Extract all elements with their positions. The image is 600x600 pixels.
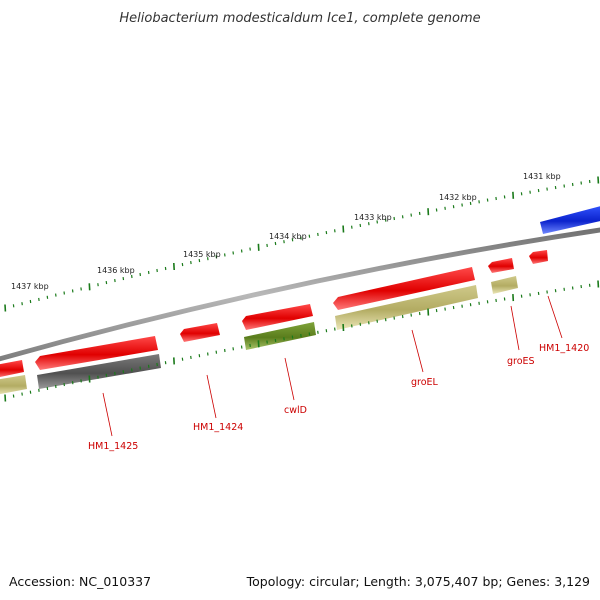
gene-groel[interactable] [333,267,475,310]
gene-label-hm1-1424[interactable]: HM1_1424 [193,422,243,433]
kbp-label: 1437 kbp [11,282,49,291]
gene-hm1-1425[interactable] [37,354,161,389]
gene-left-edge-khaki[interactable] [0,375,27,395]
callout-groes [510,305,520,351]
callout-hm1-1425 [102,392,113,437]
callout-groel [411,329,424,373]
gene-hm1-1424[interactable] [180,323,220,342]
gene-left-edge-red[interactable] [0,360,24,378]
callout-cwld [284,357,295,401]
ruler-ticks [4,176,600,312]
gene-label-groel[interactable]: groEL [411,377,439,388]
gene-blue-right[interactable] [540,205,600,234]
kbp-label: 1434 kbp [269,232,307,241]
kbp-label: 1431 kbp [523,172,561,181]
genome-summary-text: Topology: circular; Length: 3,075,407 bp… [246,574,590,589]
label-callouts [102,295,563,437]
kbp-labels: 1431 kbp 1432 kbp 1433 kbp 1434 kbp 1435… [11,172,561,291]
gene-hm1-1425-fwd[interactable] [35,336,158,370]
callout-hm1-1420 [547,295,563,339]
gene-label-hm1-1425[interactable]: HM1_1425 [88,441,138,452]
genome-backbone [0,227,600,362]
kbp-label: 1433 kbp [354,213,392,222]
accession-text: Accession: NC_010337 [9,574,151,589]
forward-genes [0,205,600,378]
gene-groel-rev[interactable] [335,285,478,330]
kbp-label: 1436 kbp [97,266,135,275]
gene-hm1-1420[interactable] [529,250,548,264]
gene-groes-rev[interactable] [491,276,518,294]
inner-ruler-ticks [4,280,600,402]
gene-groes[interactable] [488,258,514,273]
map-title: Heliobacterium modesticaldum Ice1, compl… [119,11,480,26]
kbp-label: 1432 kbp [439,193,477,202]
gene-label-cwld[interactable]: cwlD [284,405,307,416]
reverse-genes [0,276,518,395]
kbp-label: 1435 kbp [183,250,221,259]
callout-hm1-1424 [206,374,217,419]
gene-hm1-1423[interactable] [242,304,313,330]
gene-label-groes[interactable]: groES [507,356,535,367]
gene-label-hm1-1420[interactable]: HM1_1420 [539,343,589,354]
gene-cwld[interactable] [244,322,316,350]
gene-labels: HM1_1420 groES groEL cwlD HM1_1424 HM1_1… [88,343,589,452]
